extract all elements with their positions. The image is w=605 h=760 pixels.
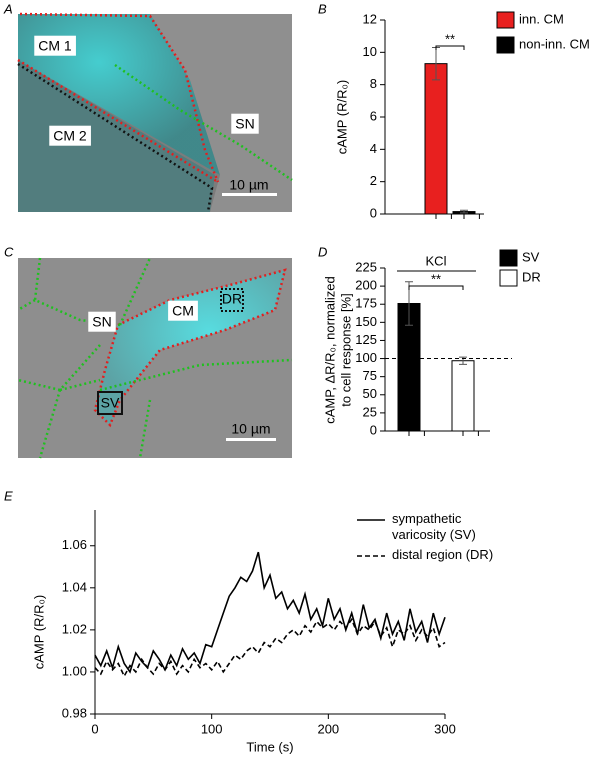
legend-swatch — [499, 269, 518, 287]
significance: ** — [445, 31, 455, 46]
label-box — [34, 35, 76, 56]
image-label: 10 µm — [229, 177, 268, 193]
x-tick-label: 0 — [91, 721, 98, 736]
y-tick-label: 4 — [370, 141, 377, 156]
y-tick-label: 125 — [355, 332, 377, 347]
y-tick-label: 6 — [370, 108, 377, 123]
x-axis-label: Time (s) — [246, 739, 293, 754]
image-label: DR — [222, 291, 242, 307]
legend-label: sympathetic varicosity (SV) — [392, 511, 476, 542]
legend-label: DR — [522, 269, 541, 284]
image-label: CM — [172, 303, 194, 319]
x-tick-label: 100 — [201, 721, 223, 736]
y-tick-label: 0 — [370, 205, 377, 220]
y-tick-label: 200 — [355, 278, 377, 293]
bar — [451, 360, 475, 432]
label-box — [49, 125, 91, 146]
y-tick-label: 75 — [363, 368, 377, 383]
y-tick-label: 225 — [355, 259, 377, 274]
bar — [424, 63, 448, 215]
y-tick-label: 0 — [370, 422, 377, 437]
legend-label: distal region (DR) — [392, 547, 494, 562]
y-tick-label: 25 — [363, 404, 377, 419]
label-box — [88, 311, 116, 332]
y-axis-label: cAMP, ΔR/R₀, normalized — [322, 276, 337, 424]
y-axis-label: cAMP (R/R₀) — [31, 595, 46, 670]
image-label: 10 µm — [231, 421, 270, 437]
micrograph-c — [17, 257, 293, 459]
image-label: CM 2 — [53, 128, 87, 144]
y-tick-label: 2 — [370, 173, 377, 188]
x-tick-label: 200 — [317, 721, 339, 736]
bracket — [435, 45, 465, 50]
y-tick-label: 150 — [355, 314, 377, 329]
significance: ** — [431, 271, 441, 286]
image-label: SN — [92, 314, 111, 330]
panel-label: D — [318, 244, 327, 259]
label-box — [231, 113, 259, 134]
line-series — [94, 617, 446, 678]
y-axis-label: cAMP (R/R₀) — [334, 80, 349, 155]
y-tick-label: 50 — [363, 386, 377, 401]
y-tick-label: 1.06 — [62, 537, 87, 552]
micrograph-a — [17, 12, 293, 213]
y-axis-label: to cell response [%] — [338, 293, 353, 406]
error-bar — [460, 209, 468, 214]
panel-label: A — [3, 1, 13, 16]
image-label: SV — [101, 395, 120, 411]
legend-label: SV — [522, 249, 540, 264]
image-label: CM 1 — [38, 38, 72, 54]
label-box — [168, 300, 198, 321]
y-tick-label: 10 — [363, 44, 377, 59]
legend-swatch — [496, 36, 515, 54]
image-label: SN — [235, 116, 254, 132]
y-tick-label: 12 — [363, 11, 377, 26]
y-tick-label: 100 — [355, 350, 377, 365]
y-tick-label: 0.98 — [62, 705, 87, 720]
panel-label: B — [318, 1, 327, 16]
legend-swatch — [499, 249, 518, 267]
panel-label: E — [4, 488, 13, 503]
legend-label: non-inn. CM — [519, 36, 590, 51]
annotation: KCl — [426, 253, 447, 268]
x-tick-label: 300 — [434, 721, 456, 736]
bracket — [408, 285, 464, 290]
legend-swatch — [496, 11, 515, 29]
y-tick-label: 175 — [355, 296, 377, 311]
y-tick-label: 1.04 — [62, 579, 87, 594]
legend-label: inn. CM — [519, 11, 564, 26]
y-tick-label: 1.02 — [62, 621, 87, 636]
panel-label: C — [4, 244, 14, 259]
y-tick-label: 1.00 — [62, 663, 87, 678]
y-tick-label: 8 — [370, 76, 377, 91]
line-series — [94, 551, 446, 674]
